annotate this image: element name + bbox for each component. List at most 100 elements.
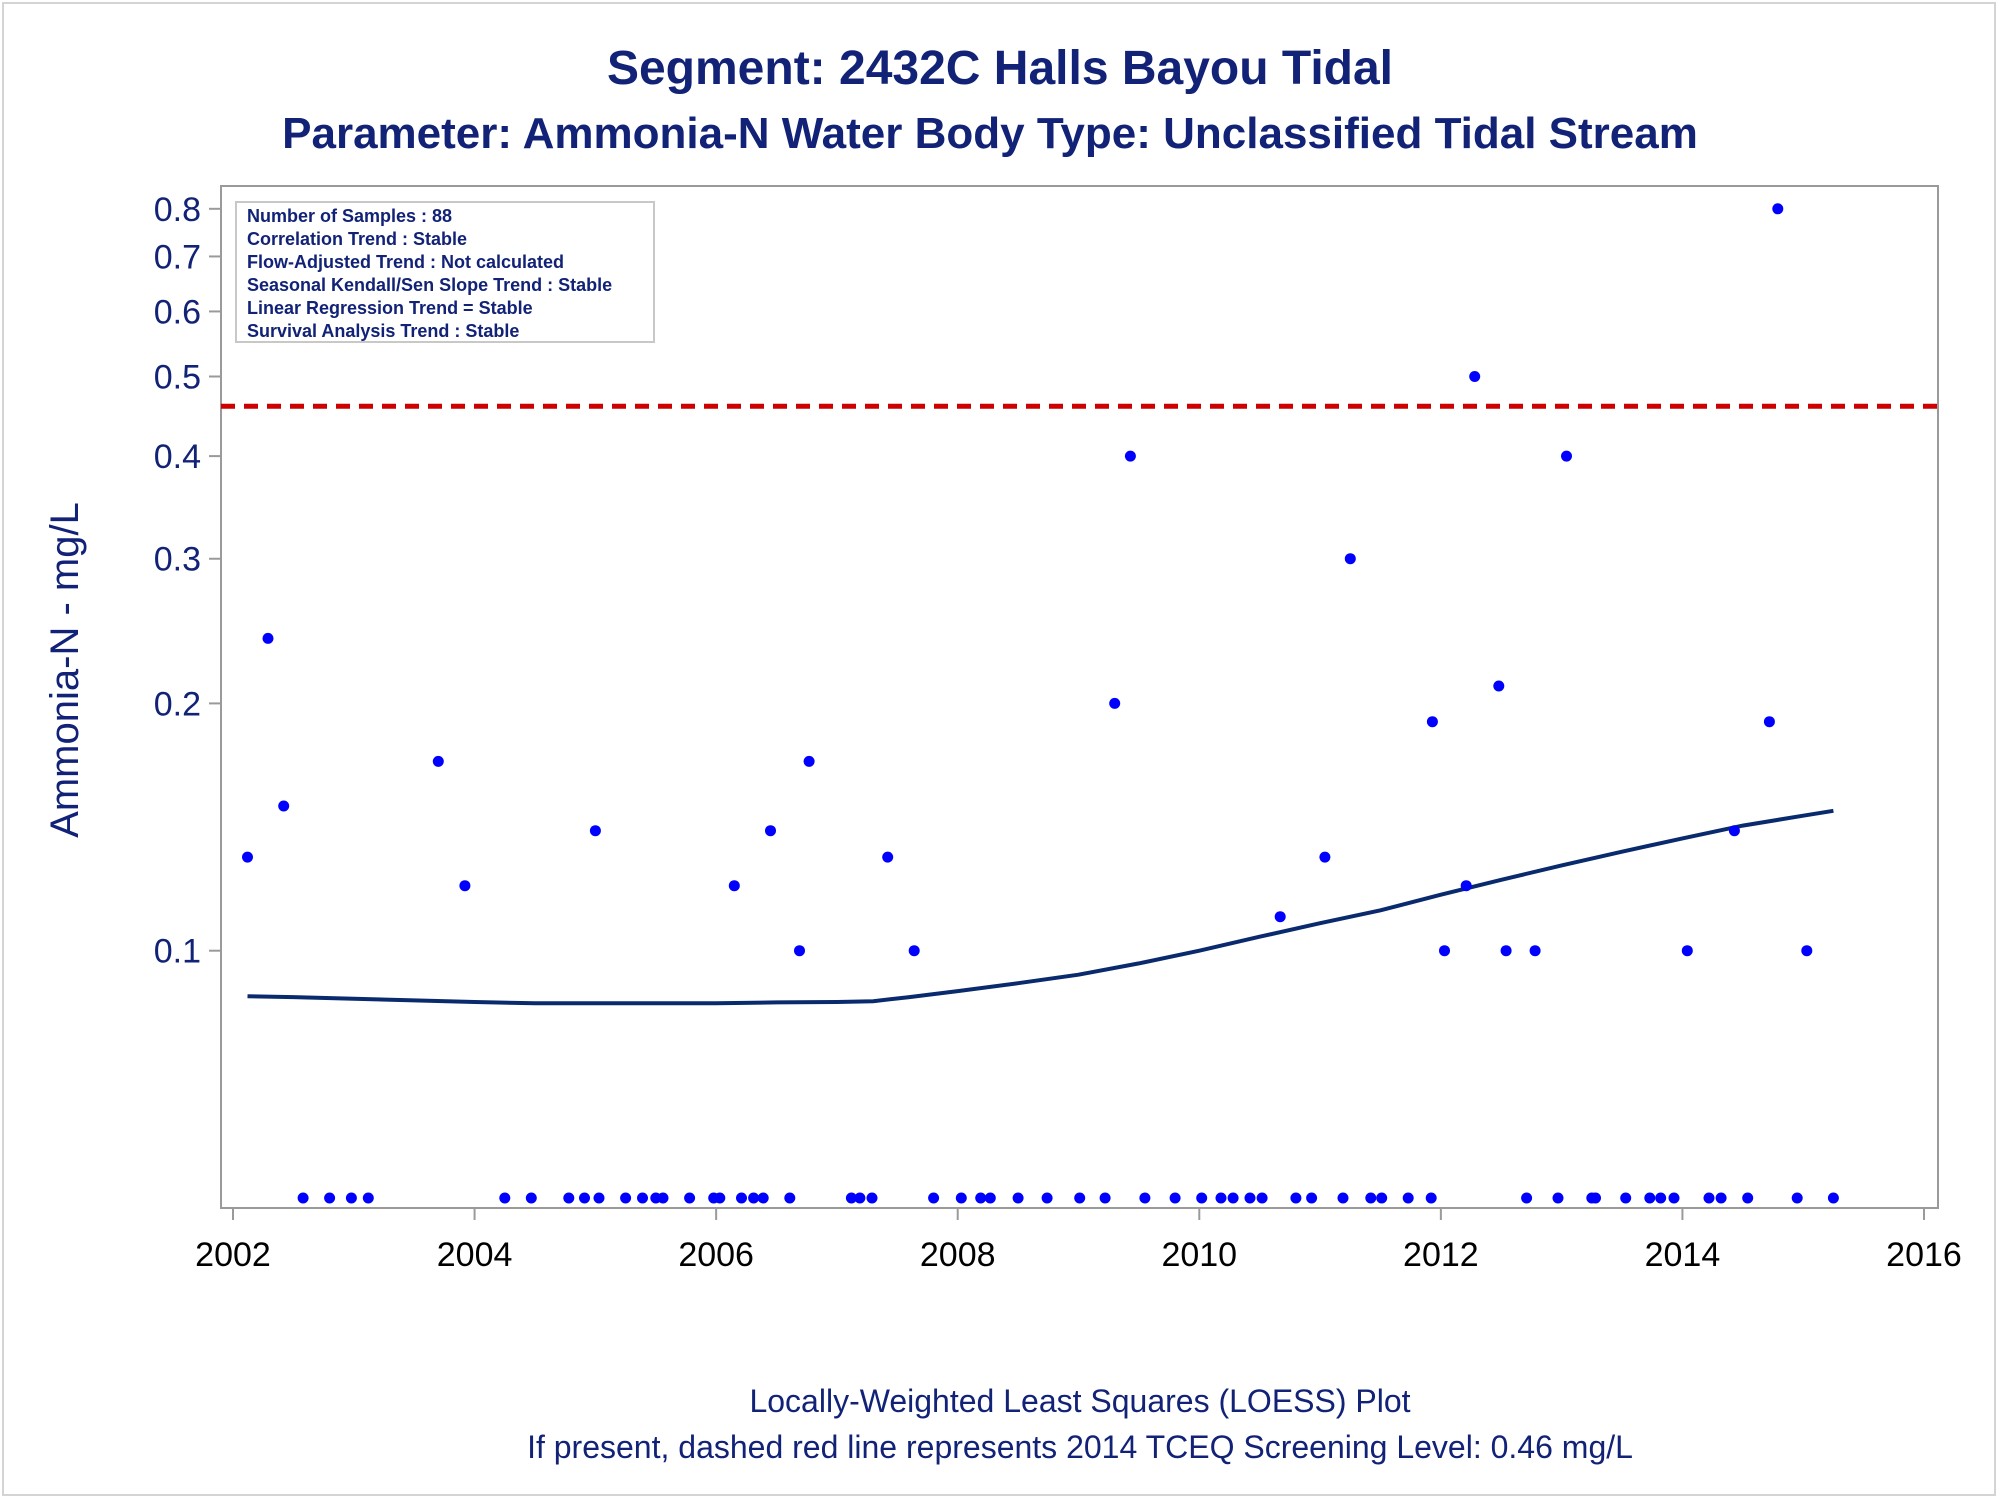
- sample-point: [1681, 945, 1693, 957]
- sample-point: [1763, 716, 1775, 728]
- sample-point: [1460, 880, 1472, 892]
- info-linear-regression: Linear Regression Trend = Stable: [247, 298, 533, 318]
- sample-point: [1139, 1192, 1151, 1204]
- sample-point: [684, 1192, 696, 1204]
- sample-point: [955, 1192, 967, 1204]
- sample-point: [1319, 851, 1331, 863]
- info-seasonal-kendall: Seasonal Kendall/Sen Slope Trend : Stabl…: [247, 275, 612, 295]
- sample-point: [1791, 1192, 1803, 1204]
- sample-point: [589, 825, 601, 837]
- info-survival: Survival Analysis Trend : Stable: [247, 321, 519, 341]
- chart-subtitle: Parameter: Ammonia-N Water Body Type: Un…: [282, 109, 1698, 158]
- sample-point: [1644, 1192, 1656, 1204]
- sample-point: [975, 1192, 987, 1204]
- y-tick-label: 0.4: [154, 438, 201, 476]
- loess-layer: [247, 808, 1834, 1006]
- chart-title: Segment: 2432C Halls Bayou Tidal: [607, 42, 1393, 95]
- sample-point: [1561, 450, 1572, 462]
- y-tick-label: 0.7: [154, 238, 201, 276]
- sample-point: [1620, 1192, 1632, 1204]
- sample-point: [1668, 1192, 1680, 1204]
- sample-point: [1521, 1192, 1533, 1204]
- sample-point: [1493, 680, 1505, 692]
- x-tick-label: 2008: [920, 1236, 996, 1274]
- sample-point: [1552, 1192, 1564, 1204]
- sample-point: [1439, 945, 1450, 957]
- y-axis-label: Ammonia-N - mg/L: [43, 502, 87, 838]
- sample-point: [1376, 1192, 1388, 1204]
- sample-point: [637, 1192, 648, 1204]
- y-tick-label: 0.5: [154, 358, 201, 396]
- x-tick-label: 2002: [195, 1236, 271, 1274]
- sample-point: [1344, 553, 1356, 565]
- info-box: Number of Samples : 88 Correlation Trend…: [235, 201, 655, 343]
- sample-point: [579, 1192, 590, 1204]
- sample-point: [1426, 716, 1438, 728]
- sample-point: [1402, 1192, 1414, 1204]
- sample-point: [324, 1192, 336, 1204]
- sample-point: [1655, 1192, 1667, 1204]
- y-tick-label: 0.6: [154, 293, 201, 331]
- info-box-border: [235, 201, 655, 343]
- y-tick-label: 0.1: [154, 933, 201, 971]
- info-samples: Number of Samples : 88: [247, 206, 452, 226]
- sample-point: [736, 1192, 747, 1204]
- sample-point: [620, 1192, 632, 1204]
- sample-point: [803, 755, 815, 767]
- sample-point: [1109, 697, 1121, 709]
- sample-point: [1590, 1192, 1601, 1204]
- plot-area: [220, 185, 1939, 1209]
- sample-point: [1012, 1192, 1024, 1204]
- sample-point: [1728, 825, 1740, 837]
- y-tick-label: 0.2: [154, 685, 201, 723]
- x-tick-label: 2012: [1403, 1236, 1479, 1274]
- sample-point: [1425, 1192, 1437, 1204]
- sample-point: [728, 880, 740, 892]
- sample-point: [593, 1192, 605, 1204]
- sample-point: [714, 1192, 726, 1204]
- sample-point: [1703, 1192, 1715, 1204]
- sample-point: [1742, 1192, 1754, 1204]
- sample-point: [1227, 1192, 1239, 1204]
- points-layer: [242, 203, 1839, 1204]
- sample-point: [297, 1192, 309, 1204]
- sample-point: [563, 1192, 575, 1204]
- sample-point: [866, 1192, 878, 1204]
- x-tick-label: 2004: [437, 1236, 513, 1274]
- sample-point: [765, 825, 776, 837]
- sample-point: [1772, 203, 1784, 215]
- sample-point: [854, 1192, 866, 1204]
- sample-point: [1124, 450, 1136, 462]
- sample-point: [657, 1192, 669, 1204]
- x-tick-label: 2010: [1161, 1236, 1237, 1274]
- sample-point: [845, 1192, 857, 1204]
- x-tick-label: 2006: [678, 1236, 754, 1274]
- sample-point: [1500, 945, 1512, 957]
- sample-point: [459, 880, 471, 892]
- sample-point: [1041, 1192, 1053, 1204]
- sample-point: [499, 1192, 511, 1204]
- sample-point: [1215, 1192, 1227, 1204]
- footnote-loess: Locally-Weighted Least Squares (LOESS) P…: [749, 1383, 1410, 1419]
- y-axis: 0.1 0.2 0.3 0.4 0.5 0.6 0.7 0.8: [154, 191, 221, 971]
- sample-point: [1306, 1192, 1318, 1204]
- sample-point: [525, 1192, 537, 1204]
- sample-point: [882, 851, 894, 863]
- y-tick-label: 0.8: [154, 191, 201, 229]
- info-flow-adjusted: Flow-Adjusted Trend : Not calculated: [247, 252, 564, 272]
- sample-point: [1365, 1192, 1377, 1204]
- sample-point: [1827, 1192, 1839, 1204]
- sample-point: [1099, 1192, 1111, 1204]
- info-correlation: Correlation Trend : Stable: [247, 229, 467, 249]
- sample-point: [794, 945, 805, 957]
- sample-point: [748, 1192, 760, 1204]
- sample-point: [1469, 371, 1481, 382]
- sample-point: [1169, 1192, 1181, 1204]
- sample-point: [1801, 945, 1813, 957]
- sample-point: [362, 1192, 374, 1204]
- sample-point: [1715, 1192, 1727, 1204]
- sample-point: [242, 851, 253, 863]
- sample-point: [262, 632, 274, 644]
